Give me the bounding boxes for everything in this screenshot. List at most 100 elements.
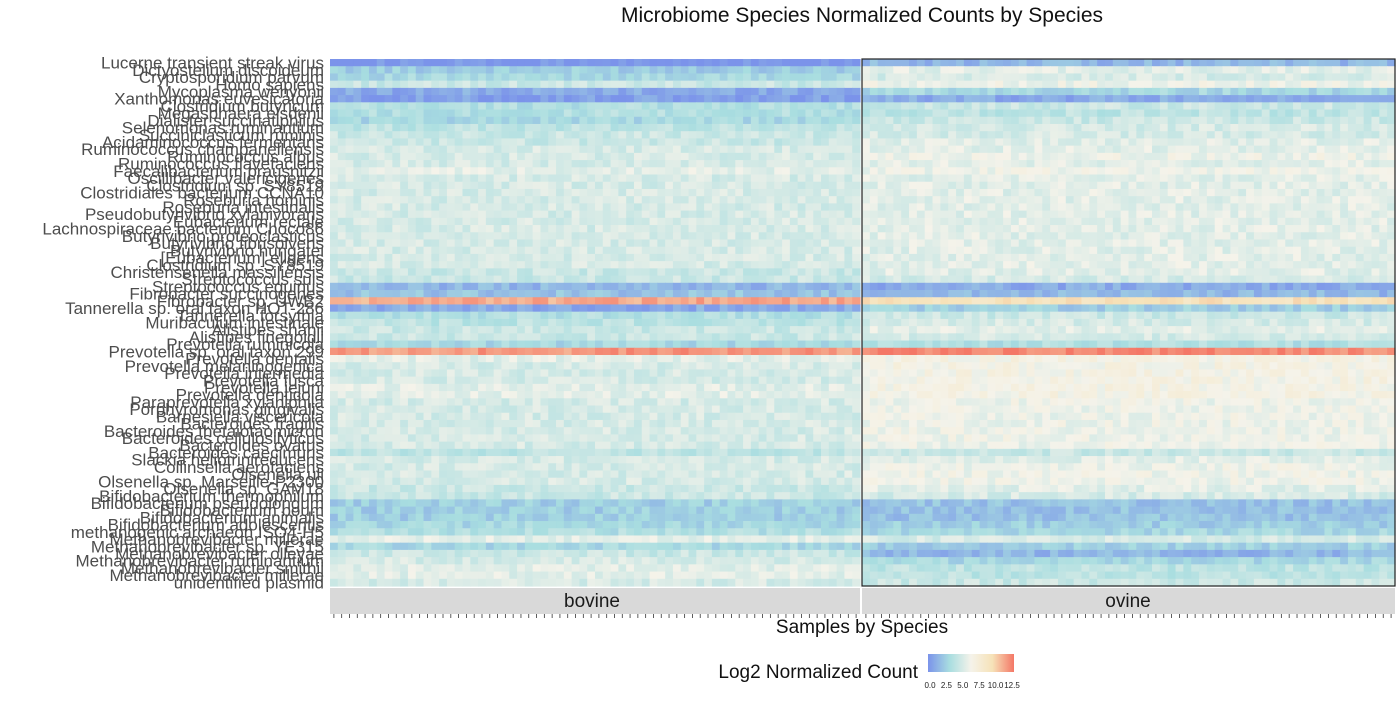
- heatmap-cell: [517, 297, 526, 306]
- heatmap-cell: [844, 80, 853, 89]
- heatmap-cell: [337, 354, 347, 363]
- heatmap-cell: [532, 391, 542, 399]
- heatmap-cell: [501, 59, 510, 67]
- heatmap-cell: [368, 275, 378, 284]
- heatmap-cell: [400, 398, 409, 407]
- heatmap-cell: [821, 477, 830, 486]
- heatmap-cell: [540, 138, 549, 147]
- heatmap-cell: [587, 95, 596, 103]
- heatmap-cell: [540, 434, 549, 443]
- heatmap-cell: [813, 297, 822, 306]
- heatmap-cell: [540, 297, 549, 306]
- heatmap-cell: [750, 448, 760, 457]
- heatmap-cell: [361, 246, 370, 255]
- heatmap-cell: [579, 333, 588, 342]
- heatmap-cell: [680, 167, 690, 176]
- heatmap-cell: [618, 59, 627, 67]
- heatmap-cell: [446, 109, 456, 118]
- heatmap-cell: [719, 145, 729, 154]
- heatmap-cell: [517, 290, 526, 298]
- heatmap-cell: [337, 59, 347, 67]
- heatmap-cell: [680, 456, 690, 464]
- heatmap-cell: [337, 549, 347, 558]
- heatmap-cell: [439, 225, 448, 233]
- heatmap-cell: [579, 210, 588, 219]
- heatmap-cell: [649, 123, 658, 132]
- heatmap-cell: [649, 347, 658, 356]
- heatmap-cell: [407, 535, 417, 544]
- heatmap-cell: [478, 333, 487, 342]
- heatmap-cell: [805, 492, 814, 500]
- heatmap-cell: [828, 492, 838, 500]
- heatmap-cell: [774, 311, 783, 320]
- heatmap-cell: [509, 542, 518, 551]
- heatmap-cell: [509, 152, 518, 161]
- heatmap-cell: [571, 427, 581, 435]
- heatmap-cell: [719, 152, 729, 161]
- heatmap-cell: [657, 232, 666, 241]
- heatmap-cell: [337, 376, 347, 385]
- heatmap-cell: [540, 456, 549, 464]
- heatmap-cell: [415, 196, 425, 204]
- heatmap-cell: [813, 152, 822, 161]
- heatmap-cell: [478, 138, 487, 147]
- heatmap-cell: [439, 174, 448, 183]
- heatmap-cell: [711, 246, 721, 255]
- heatmap-cell: [821, 391, 830, 399]
- row-label: Clostridium sp. SY8519: [146, 176, 324, 195]
- heatmap-cell: [766, 470, 775, 479]
- heatmap-cell: [852, 463, 861, 472]
- heatmap-cell: [407, 210, 417, 219]
- heatmap-cell: [719, 318, 729, 327]
- heatmap-cell: [478, 203, 487, 212]
- heatmap-cell: [711, 571, 721, 580]
- heatmap-cell: [711, 210, 721, 219]
- heatmap-cell: [735, 282, 744, 291]
- heatmap-cell: [750, 145, 760, 154]
- heatmap-cell: [384, 492, 393, 500]
- heatmap-cell: [353, 188, 362, 197]
- heatmap-cell: [665, 412, 674, 421]
- heatmap-cell: [618, 116, 627, 125]
- heatmap-cell: [368, 203, 378, 212]
- heatmap-cell: [587, 542, 596, 551]
- heatmap-cell: [688, 138, 697, 147]
- heatmap-cell: [548, 564, 557, 573]
- heatmap-cell: [345, 73, 354, 82]
- heatmap-cell: [423, 405, 432, 414]
- heatmap-cell: [618, 369, 627, 378]
- heatmap-cell: [735, 160, 744, 168]
- heatmap-cell: [821, 427, 830, 435]
- heatmap-cell: [633, 138, 643, 147]
- heatmap-cell: [384, 225, 393, 233]
- heatmap-cell: [579, 528, 588, 537]
- heatmap-cell: [509, 521, 518, 529]
- heatmap-cell: [813, 318, 822, 327]
- heatmap-cell: [672, 492, 682, 500]
- heatmap-cell: [774, 109, 783, 118]
- heatmap-cell: [743, 391, 752, 399]
- heatmap-cell: [672, 354, 682, 363]
- heatmap-cell: [556, 535, 565, 544]
- heatmap-cell: [797, 282, 807, 291]
- heatmap-cell: [750, 376, 760, 385]
- heatmap-cell: [805, 326, 814, 334]
- heatmap-cell: [337, 297, 347, 306]
- heatmap-cell: [626, 470, 635, 479]
- heatmap-cell: [805, 333, 814, 342]
- heatmap-cell: [797, 456, 807, 464]
- heatmap-cell: [423, 290, 432, 298]
- heatmap-cell: [610, 405, 619, 414]
- heatmap-cell: [844, 246, 853, 255]
- heatmap-cell: [610, 470, 619, 479]
- heatmap-cell: [665, 145, 674, 154]
- heatmap-cell: [774, 275, 783, 284]
- heatmap-cell: [680, 362, 690, 371]
- heatmap-cell: [704, 138, 713, 147]
- heatmap-cell: [330, 499, 339, 508]
- heatmap-cell: [836, 477, 846, 486]
- heatmap-cell: [766, 253, 775, 262]
- heatmap-cell: [789, 391, 799, 399]
- heatmap-cell: [797, 340, 807, 349]
- heatmap-cell: [501, 383, 510, 392]
